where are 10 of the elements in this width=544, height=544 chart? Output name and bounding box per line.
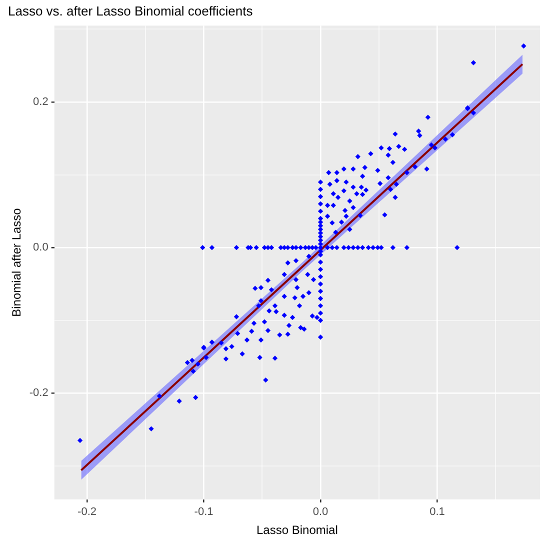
y-tick-label: 0.2	[33, 96, 48, 108]
x-tick-label: -0.1	[194, 506, 214, 518]
x-tick-label: 0.0	[312, 506, 328, 518]
x-axis-title: Lasso Binomial	[256, 523, 338, 538]
x-tick-label: 0.1	[430, 506, 445, 518]
chart-title: Lasso vs. after Lasso Binomial coefficients	[8, 3, 254, 18]
y-tick-label: -0.2	[29, 387, 48, 400]
x-tick-label: -0.2	[78, 506, 97, 518]
y-axis-title: Binomial after Lasso	[10, 208, 24, 317]
y-tick-label: 0.0	[33, 242, 48, 254]
